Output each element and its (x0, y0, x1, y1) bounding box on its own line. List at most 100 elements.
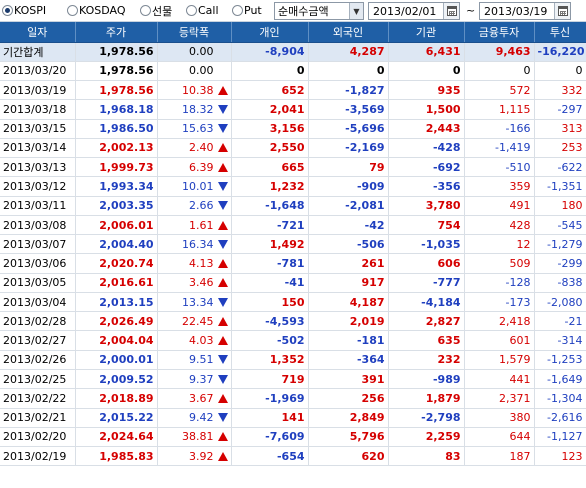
radio-kospi[interactable]: KOSPI (2, 3, 46, 18)
cell-date: 2013/02/22 (0, 388, 76, 409)
date-from-field[interactable]: 2013/02/01 (368, 2, 460, 20)
column-header-change[interactable]: 등락폭 (157, 22, 232, 43)
cell-foreign: 4,287 (308, 42, 389, 62)
change-value: 2.40 (189, 141, 214, 155)
table-row[interactable]: 2013/03/07 2,004.40 16.34 1,492 -506 -1,035 12… (0, 234, 586, 255)
table-total-row[interactable]: 기간합계 1,978.56 0.00 -8,904 4,287 6,431 9,463 -16… (0, 42, 586, 62)
cell-financial-investment: -1,419 (464, 138, 535, 159)
chevron-down-icon[interactable]: ▼ (349, 3, 363, 19)
radio-call[interactable]: Call (186, 3, 219, 18)
cell-foreign: 620 (308, 446, 389, 467)
radio-put-label: Put (244, 4, 262, 17)
cell-individual: 1,232 (231, 176, 309, 197)
cell-date: 2013/03/04 (0, 292, 76, 313)
radio-kospi-label: KOSPI (14, 4, 47, 17)
change-value: 3.67 (189, 391, 214, 405)
cell-change: 15.63 (157, 119, 232, 139)
radio-call-icon (186, 5, 197, 16)
table-row[interactable]: 2013/03/08 2,006.01 1.61 -721 -42 754 428 -545 (0, 215, 586, 236)
triangle-up-icon (217, 316, 228, 326)
cell-individual: -502 (231, 330, 309, 351)
table-row[interactable]: 2013/02/27 2,004.04 4.03 -502 -181 635 601 -314 (0, 330, 586, 351)
table-row[interactable]: 2013/02/25 2,009.52 9.37 719 391 -989 441 -1,64… (0, 369, 586, 390)
column-header-date[interactable]: 일자 (0, 22, 76, 43)
cell-change: 9.42 (157, 408, 232, 428)
table-row[interactable]: 2013/02/20 2,024.64 38.81 -7,609 5,796 2,259 6… (0, 427, 586, 448)
cell-individual: 719 (231, 369, 309, 390)
table-row[interactable]: 2013/03/15 1,986.50 15.63 3,156 -5,696 2,443-… (0, 119, 586, 139)
cell-foreign: 917 (308, 273, 389, 293)
table-row[interactable]: 2013/03/13 1,999.73 6.39 665 79 -692 -510 -622 (0, 157, 586, 178)
date-from-value[interactable]: 2013/02/01 (373, 4, 437, 18)
radio-futures-icon (140, 5, 151, 16)
table-row[interactable]: 2013/03/05 2,016.61 3.46 -41 917 -777 -128 -838 (0, 273, 586, 293)
change-value: 10.38 (182, 83, 214, 97)
table-row[interactable]: 2013/03/19 1,978.56 10.38 652 -1,827 935 572 33… (0, 80, 586, 101)
cell-financial-investment: 601 (464, 330, 535, 351)
table-row[interactable]: 2013/03/20 1,978.56 0.00 0 0 0 0 0 (0, 61, 586, 82)
table-row[interactable]: 2013/02/19 1,985.83 3.92 -654 620 83 187 123 (0, 446, 586, 467)
table-row[interactable]: 2013/02/28 2,026.49 22.45 -4,593 2,019 2,827 2… (0, 311, 586, 332)
cell-foreign: 2,849 (308, 408, 389, 428)
column-header-price[interactable]: 주가 (75, 22, 158, 43)
cell-individual: 652 (231, 80, 309, 101)
radio-kosdaq[interactable]: KOSDAQ (67, 3, 126, 18)
cell-financial-investment: 572 (464, 80, 535, 101)
cell-individual: 0 (231, 61, 309, 82)
cell-institution: 3,780 (388, 196, 465, 216)
cell-foreign: 256 (308, 388, 389, 409)
table-row[interactable]: 2013/02/22 2,018.89 3.67 -1,969 256 1,879 2,37… (0, 388, 586, 409)
table-row[interactable]: 2013/03/14 2,002.13 2.40 2,550 -2,169 -428 -1,… (0, 138, 586, 159)
cell-institution: 6,431 (388, 42, 465, 62)
table-row[interactable]: 2013/02/21 2,015.22 9.42 141 2,849 -2,798 380-… (0, 408, 586, 428)
column-header-financial-investment[interactable]: 금융투자 (464, 22, 535, 43)
cell-financial-investment: 509 (464, 253, 535, 274)
table-row[interactable]: 2013/03/04 2,013.15 13.34 150 4,187 -4,184 -17… (0, 292, 586, 313)
column-header-foreign[interactable]: 외국인 (308, 22, 389, 43)
cell-change: 1.61 (157, 215, 232, 236)
date-to-field[interactable]: 2013/03/19 (479, 2, 571, 20)
cell-change: 3.46 (157, 273, 232, 293)
cell-price: 2,016.61 (75, 273, 158, 293)
table-row[interactable]: 2013/02/26 2,000.01 9.51 1,352 -364 232 1,579-… (0, 350, 586, 371)
cell-institution: -777 (388, 273, 465, 293)
cell-foreign: -3,569 (308, 99, 389, 120)
cell-institution: 2,443 (388, 119, 465, 139)
date-from-calendar-button[interactable] (443, 3, 459, 19)
cell-investment-trust: -297 (534, 99, 586, 120)
column-header-individual[interactable]: 개인 (231, 22, 309, 43)
column-header-institution[interactable]: 기관 (388, 22, 465, 43)
cell-financial-investment: 428 (464, 215, 535, 236)
cell-price: 1,993.34 (75, 176, 158, 197)
radio-kosdaq-label: KOSDAQ (79, 4, 126, 17)
cell-price: 2,020.74 (75, 253, 158, 274)
triangle-down-icon (217, 297, 228, 307)
cell-date: 2013/02/28 (0, 311, 76, 332)
cell-date: 2013/03/15 (0, 119, 76, 139)
cell-price: 1,968.18 (75, 99, 158, 120)
cell-institution: -1,035 (388, 234, 465, 255)
cell-financial-investment: -166 (464, 119, 535, 139)
radio-futures[interactable]: 선물 (140, 3, 172, 18)
triangle-up-icon (217, 220, 228, 230)
cell-financial-investment: 187 (464, 446, 535, 467)
cell-investment-trust: 313 (534, 119, 586, 139)
table-row[interactable]: 2013/03/18 1,968.18 18.32 2,041 -3,569 1,500 1… (0, 99, 586, 120)
date-to-value[interactable]: 2013/03/19 (484, 4, 548, 18)
cell-investment-trust: -1,304 (534, 388, 586, 409)
table-row[interactable]: 2013/03/11 2,003.35 2.66 -1,648 -2,081 3,780 4… (0, 196, 586, 216)
table-row[interactable]: 2013/03/12 1,993.34 10.01 1,232 -909 -356 359-… (0, 176, 586, 197)
triangle-up-icon (217, 393, 228, 403)
radio-kospi-icon (2, 5, 13, 16)
radio-put[interactable]: Put (232, 3, 262, 18)
mode-select[interactable]: 순매수금액 ▼ (274, 2, 364, 20)
column-header-investment-trust[interactable]: 투신 (534, 22, 586, 43)
cell-investment-trust: -545 (534, 215, 586, 236)
date-to-calendar-button[interactable] (554, 3, 570, 19)
cell-institution: -989 (388, 369, 465, 390)
radio-call-label: Call (198, 4, 219, 17)
table-row[interactable]: 2013/03/06 2,020.74 4.13 -781 261 606 509 -299 (0, 253, 586, 274)
cell-institution: 1,879 (388, 388, 465, 409)
cell-change: 13.34 (157, 292, 232, 313)
change-value: 38.81 (182, 430, 214, 444)
